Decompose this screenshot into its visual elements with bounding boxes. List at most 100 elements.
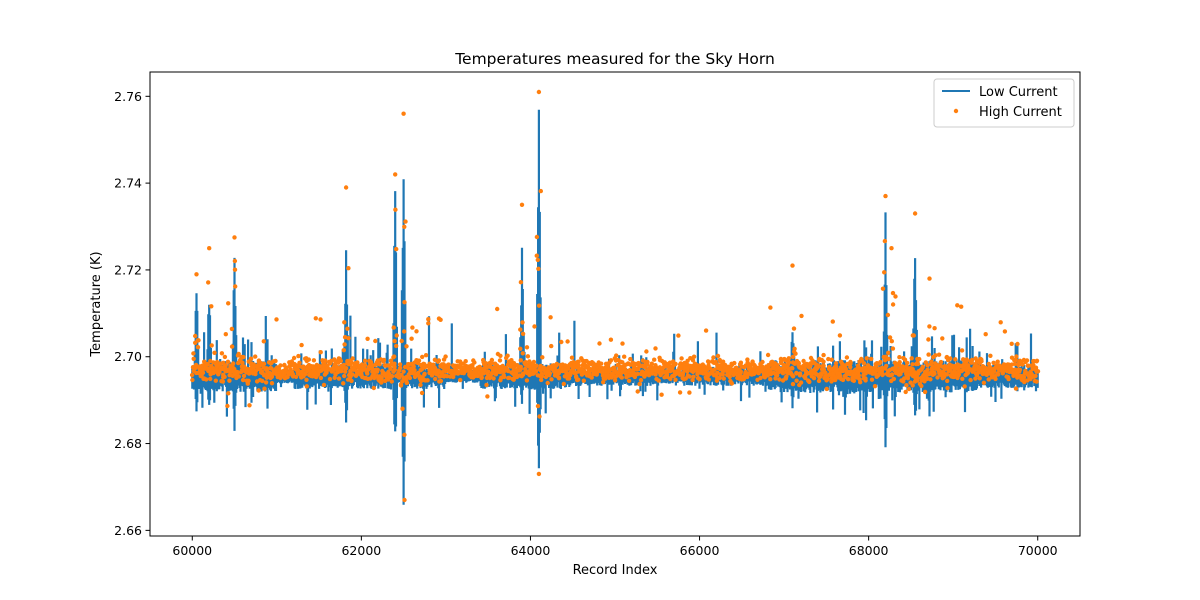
high-current-point [409,336,414,341]
high-current-point [518,327,523,332]
high-current-point [882,238,888,244]
high-current-point [475,373,480,379]
high-current-point [532,324,537,329]
high-current-point [400,379,405,384]
high-current-point [342,335,348,340]
high-current-point [489,357,495,363]
high-current-point [365,336,370,341]
high-current-point [893,294,898,299]
high-current-point [885,312,891,318]
high-current-point [392,367,397,373]
high-current-point [262,386,267,391]
high-current-point [825,377,830,382]
high-current-point [520,331,526,336]
high-current-point [373,338,378,344]
high-current-point [833,364,839,369]
high-current-point [274,317,279,322]
y-tick-label: 2.68 [114,436,142,451]
high-current-point [365,371,370,376]
high-current-point [973,376,978,381]
high-current-point [231,361,236,366]
high-current-point [339,363,345,369]
high-current-point [331,367,337,372]
high-current-point [790,263,795,268]
high-current-point [547,371,553,376]
high-current-point [229,326,235,332]
high-current-point [922,389,928,395]
high-current-point [589,375,594,380]
high-current-point [1034,379,1039,384]
x-tick-label: 68000 [849,543,889,558]
high-current-point [656,378,661,383]
high-current-point [968,377,973,383]
high-current-point [191,351,196,356]
high-current-point [995,359,1000,364]
high-current-point [790,366,795,371]
high-current-point [549,377,554,382]
high-current-point [209,304,214,309]
high-current-point [581,378,586,383]
high-current-point [191,356,196,361]
high-current-point [263,380,269,385]
high-current-point [864,356,869,361]
high-current-point [791,326,797,331]
high-current-point [945,385,950,391]
high-current-point [891,376,897,382]
high-current-point [226,301,231,306]
high-current-point [394,343,399,349]
high-current-point [910,362,915,367]
high-current-point [790,374,796,379]
high-current-point [311,358,317,363]
high-current-point [336,376,342,381]
high-current-point [423,353,429,358]
x-tick-label: 66000 [680,543,720,558]
high-current-point [253,371,258,377]
high-current-point [355,360,360,365]
high-current-point [527,359,532,364]
high-current-point [342,320,347,325]
high-current-point [889,246,894,251]
high-current-point [729,381,735,386]
high-current-point [915,361,921,367]
high-current-point [566,376,572,381]
high-current-point [1014,354,1019,359]
high-current-point [341,348,346,353]
high-current-point [381,357,387,363]
high-current-point [420,354,425,360]
high-current-point [638,377,644,383]
high-current-point [463,359,468,364]
high-current-point [291,355,297,361]
high-current-point [524,345,530,350]
high-current-point [227,378,232,383]
high-current-point [801,358,806,364]
high-current-point [219,351,225,356]
high-current-point [703,328,709,333]
high-current-point [445,374,450,379]
high-current-point [284,365,289,370]
high-current-point [644,349,649,354]
high-current-point [304,377,309,382]
high-current-point [472,360,477,365]
high-current-point [721,376,726,381]
high-current-point [446,362,451,367]
high-current-point [932,370,937,375]
high-current-point [619,375,624,380]
high-current-point [536,89,542,95]
high-current-point [507,375,512,380]
high-current-point [905,376,911,381]
high-current-point [411,364,416,369]
high-current-point [536,303,542,308]
high-current-point [933,353,938,358]
high-current-point [758,375,763,381]
high-current-point [837,333,843,338]
high-current-point [911,333,916,338]
high-current-point [843,366,848,371]
high-current-point [426,317,431,322]
high-current-point [883,366,888,371]
high-current-point [445,365,451,371]
high-current-point [823,370,828,375]
high-current-point [717,375,722,381]
high-current-point [458,377,463,383]
high-current-point [240,360,245,365]
high-current-point [483,361,489,366]
